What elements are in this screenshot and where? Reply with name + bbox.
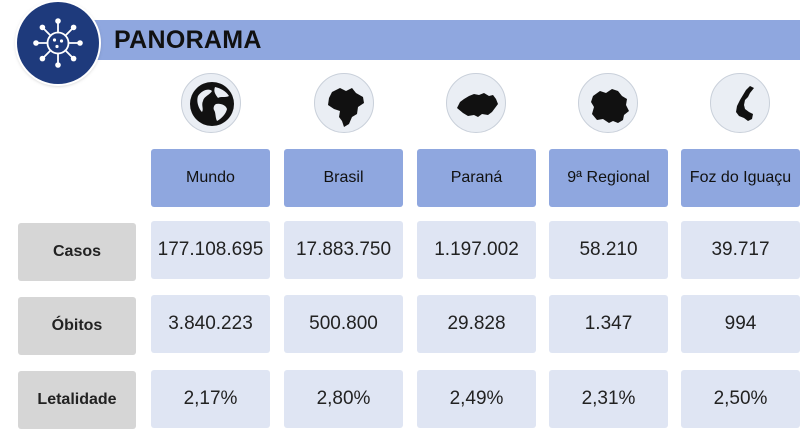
column-header-mundo: Mundo bbox=[151, 149, 270, 207]
table-cell: 994 bbox=[681, 295, 800, 353]
table-cell: 1.347 bbox=[549, 295, 668, 353]
parana-map-icon bbox=[446, 73, 506, 133]
table-cell: 29.828 bbox=[417, 295, 536, 353]
column-header-parana: Paraná bbox=[417, 149, 536, 207]
row-header-casos: Casos bbox=[18, 223, 136, 281]
table-cell: 58.210 bbox=[549, 221, 668, 279]
table-cell: 177.108.695 bbox=[151, 221, 270, 279]
row-header-obitos: Óbitos bbox=[18, 297, 136, 355]
page-title: PANORAMA bbox=[114, 26, 262, 54]
virus-icon bbox=[17, 2, 99, 84]
foz-map-icon bbox=[710, 73, 770, 133]
table-cell: 39.717 bbox=[681, 221, 800, 279]
table-cell: 2,49% bbox=[417, 370, 536, 428]
table-cell: 500.800 bbox=[284, 295, 403, 353]
table-cell: 17.883.750 bbox=[284, 221, 403, 279]
table-cell: 2,31% bbox=[549, 370, 668, 428]
table-cell: 2,80% bbox=[284, 370, 403, 428]
header-banner bbox=[22, 20, 800, 60]
table-cell: 1.197.002 bbox=[417, 221, 536, 279]
table-cell: 3.840.223 bbox=[151, 295, 270, 353]
brazil-map-icon bbox=[314, 73, 374, 133]
globe-icon bbox=[181, 73, 241, 133]
row-header-letalidade: Letalidade bbox=[18, 371, 136, 429]
column-header-foz-do-iguacu: Foz do Iguaçu bbox=[681, 149, 800, 207]
column-header-9a-regional: 9ª Regional bbox=[549, 149, 668, 207]
column-header-brasil: Brasil bbox=[284, 149, 403, 207]
regional-map-icon bbox=[578, 73, 638, 133]
table-cell: 2,50% bbox=[681, 370, 800, 428]
table-cell: 2,17% bbox=[151, 370, 270, 428]
